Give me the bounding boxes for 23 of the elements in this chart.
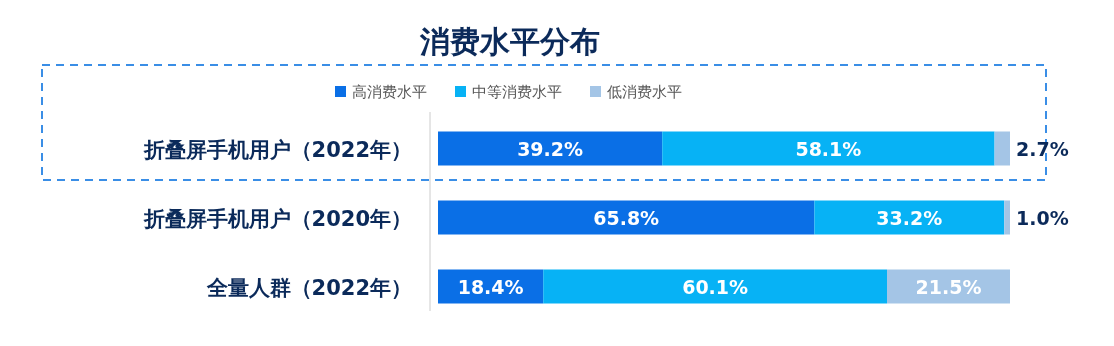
- data-label: 65.8%: [593, 206, 660, 229]
- data-label: 21.5%: [915, 275, 982, 298]
- data-label: 1.0%: [1016, 206, 1069, 229]
- data-label: 33.2%: [876, 206, 943, 229]
- bar: [438, 200, 815, 235]
- legend-label: 高消费水平: [352, 83, 427, 101]
- bar: [1004, 200, 1010, 235]
- data-label: 58.1%: [795, 137, 862, 160]
- legend-label: 中等消费水平: [472, 83, 562, 101]
- y-tick-label: 全量人群（2022年）: [205, 275, 412, 300]
- bar: [814, 200, 1005, 235]
- bar: [543, 269, 888, 304]
- legend-label: 低消费水平: [607, 83, 682, 101]
- y-tick-label: 折叠屏手机用户（2022年）: [142, 137, 412, 162]
- data-label: 39.2%: [517, 137, 584, 160]
- data-label: 18.4%: [457, 275, 524, 298]
- data-label: 60.1%: [682, 275, 749, 298]
- bar: [662, 131, 995, 166]
- bar: [994, 131, 1010, 166]
- chart-title: 消费水平分布: [419, 24, 600, 59]
- data-label: 2.7%: [1016, 137, 1069, 160]
- bar: [438, 131, 663, 166]
- y-tick-label: 折叠屏手机用户（2020年）: [142, 206, 412, 231]
